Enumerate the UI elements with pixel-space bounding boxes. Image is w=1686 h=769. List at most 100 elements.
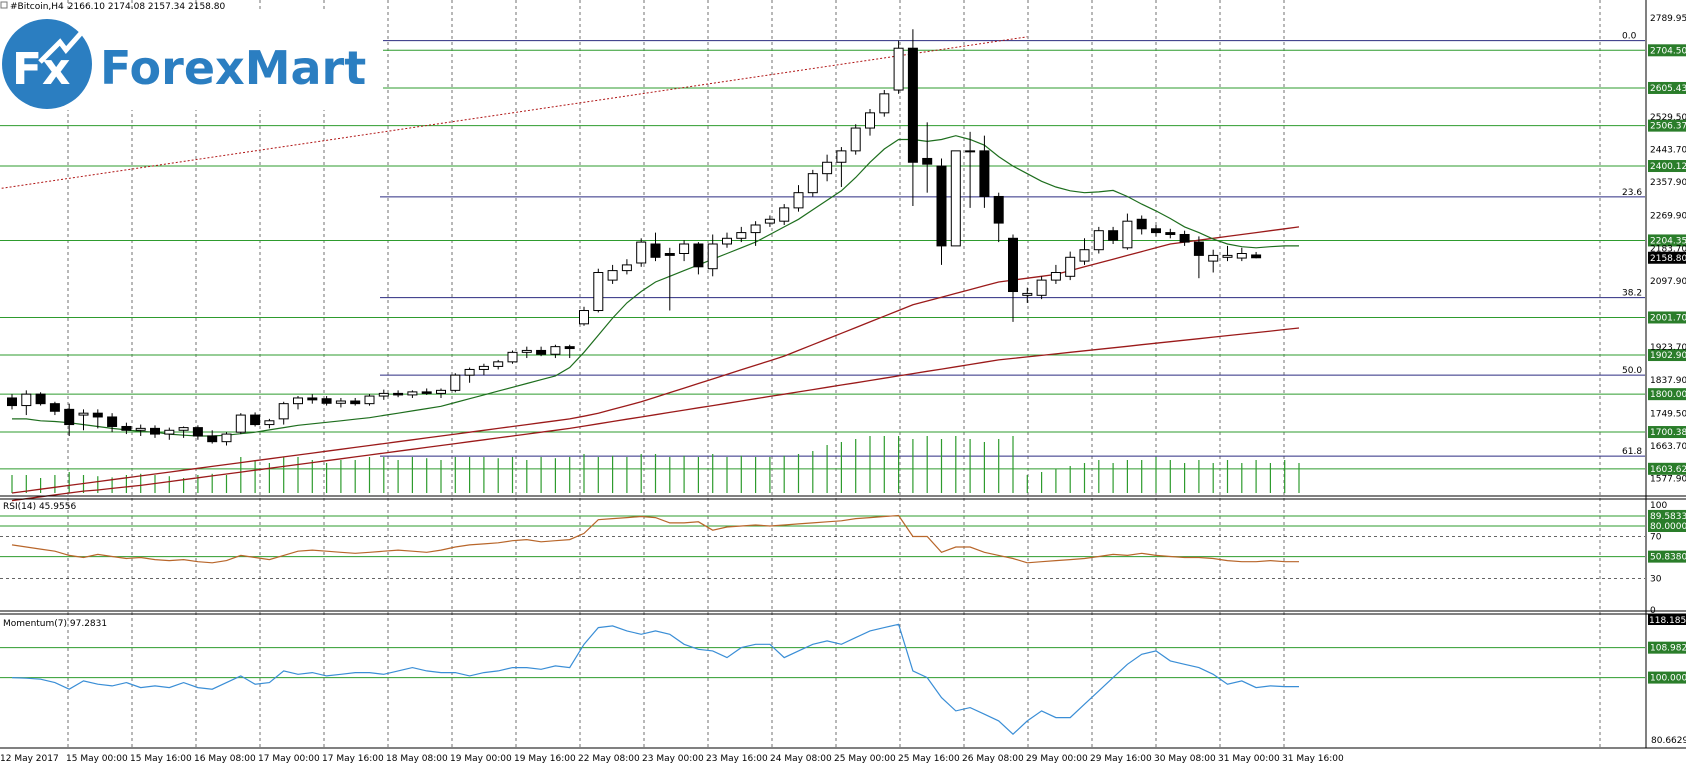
bullish-candle[interactable] — [278, 403, 289, 420]
bearish-candle[interactable] — [536, 349, 547, 355]
bullish-candle[interactable] — [507, 351, 518, 363]
bearish-candle[interactable] — [7, 397, 17, 407]
bearish-candle[interactable] — [650, 243, 661, 258]
bearish-candle[interactable] — [1151, 228, 1161, 234]
bullish-candle[interactable] — [264, 420, 275, 426]
bearish-candle[interactable] — [1193, 241, 1204, 256]
bearish-candle[interactable] — [92, 412, 103, 418]
bullish-candle[interactable] — [679, 243, 690, 255]
bearish-candle[interactable] — [121, 425, 132, 431]
bearish-candle[interactable] — [307, 397, 318, 401]
bearish-candle[interactable] — [907, 47, 918, 163]
bullish-candle[interactable] — [779, 207, 790, 222]
bearish-candle[interactable] — [1008, 237, 1018, 293]
bullish-candle[interactable] — [793, 192, 804, 209]
bullish-candle[interactable] — [879, 93, 890, 114]
bullish-candle[interactable] — [950, 150, 961, 247]
bullish-candle[interactable] — [1222, 254, 1233, 258]
bullish-candle[interactable] — [364, 395, 375, 405]
bearish-candle[interactable] — [350, 400, 361, 405]
bullish-candle[interactable] — [807, 173, 818, 194]
bullish-candle[interactable] — [636, 241, 647, 264]
bearish-candle[interactable] — [1108, 230, 1119, 241]
price-axis-tick: 2443.70 — [1650, 145, 1686, 155]
bullish-candle[interactable] — [1079, 249, 1090, 262]
bullish-candle[interactable] — [707, 243, 718, 270]
bearish-candle[interactable] — [1136, 218, 1147, 230]
bullish-candle[interactable] — [965, 150, 976, 153]
bearish-candle[interactable] — [64, 408, 75, 426]
bearish-candle[interactable] — [421, 391, 432, 394]
bullish-candle[interactable] — [593, 272, 604, 312]
bullish-candle[interactable] — [221, 433, 232, 443]
horizontal-levels[interactable]: 0.0 23.6 38.2 50.0 61.8 2704.50 2605.43 2506.37… — [0, 32, 1686, 684]
bearish-candle[interactable] — [979, 150, 990, 197]
time-axis-label: 24 May 08:00 — [770, 754, 832, 764]
rsi-level-tag — [1648, 550, 1686, 563]
bullish-candle[interactable] — [722, 237, 732, 245]
bullish-candle[interactable] — [493, 361, 504, 367]
bearish-candle[interactable] — [1179, 233, 1190, 243]
bullish-candle[interactable] — [478, 365, 489, 370]
bearish-candle[interactable] — [993, 195, 1004, 224]
bullish-candle[interactable] — [1036, 279, 1047, 296]
bullish-candle[interactable] — [836, 150, 847, 163]
bullish-candle[interactable] — [607, 270, 618, 281]
bullish-candle[interactable] — [378, 392, 389, 397]
bearish-candle[interactable] — [393, 392, 404, 396]
bullish-candle[interactable] — [750, 224, 761, 234]
bearish-candle[interactable] — [564, 346, 575, 350]
bearish-candle[interactable] — [321, 398, 332, 404]
bullish-candle[interactable] — [135, 427, 146, 431]
bullish-candle[interactable] — [464, 368, 475, 376]
bullish-candle[interactable] — [893, 47, 904, 91]
bullish-candle[interactable] — [1208, 254, 1219, 262]
bearish-candle[interactable] — [922, 157, 933, 165]
bearish-candle[interactable] — [936, 165, 947, 247]
bullish-candle[interactable] — [550, 346, 561, 355]
time-axis-label: 25 May 00:00 — [834, 754, 896, 764]
bullish-candle[interactable] — [78, 412, 89, 416]
bearish-candle[interactable] — [1165, 232, 1176, 235]
bullish-candle[interactable] — [235, 414, 246, 433]
bullish-candle[interactable] — [579, 310, 589, 325]
candlesticks[interactable] — [7, 29, 1262, 446]
bullish-candle[interactable] — [736, 232, 747, 239]
bullish-candle[interactable] — [1050, 272, 1061, 281]
bullish-candle[interactable] — [407, 391, 418, 396]
bullish-candle[interactable] — [178, 427, 189, 431]
bearish-candle[interactable] — [207, 435, 218, 443]
bullish-candle[interactable] — [293, 397, 303, 405]
grid-lines — [0, 0, 1645, 748]
bearish-candle[interactable] — [150, 427, 160, 435]
bullish-candle[interactable] — [1236, 253, 1247, 259]
bearish-candle[interactable] — [35, 393, 46, 405]
bearish-candle[interactable] — [192, 427, 203, 437]
time-axis-label: 22 May 08:00 — [578, 754, 640, 764]
bullish-candle[interactable] — [436, 389, 446, 394]
bullish-candle[interactable] — [822, 161, 833, 175]
bearish-candle[interactable] — [107, 416, 118, 427]
bearish-candle[interactable] — [693, 243, 704, 268]
bullish-candle[interactable] — [335, 400, 346, 404]
bullish-candle[interactable] — [621, 264, 632, 272]
bearish-candle[interactable] — [1251, 254, 1262, 259]
bullish-candle[interactable] — [865, 112, 875, 129]
bullish-candle[interactable] — [1022, 292, 1033, 296]
bearish-candle[interactable] — [250, 414, 261, 426]
bullish-candle[interactable] — [1093, 230, 1104, 251]
momentum-level-tag — [1648, 641, 1686, 654]
bullish-candle[interactable] — [1122, 220, 1133, 249]
bullish-candle[interactable] — [850, 127, 861, 152]
bearish-candle[interactable] — [664, 253, 675, 256]
bullish-candle[interactable] — [1065, 256, 1076, 277]
price-level-tag — [1648, 44, 1686, 57]
bullish-candle[interactable] — [21, 393, 32, 407]
bullish-candle[interactable] — [521, 349, 532, 353]
bullish-candle[interactable] — [764, 218, 775, 224]
bearish-candle[interactable] — [49, 403, 60, 412]
bullish-candle[interactable] — [450, 374, 461, 391]
bullish-candle[interactable] — [164, 429, 175, 435]
panel-separators[interactable] — [0, 0, 1686, 749]
